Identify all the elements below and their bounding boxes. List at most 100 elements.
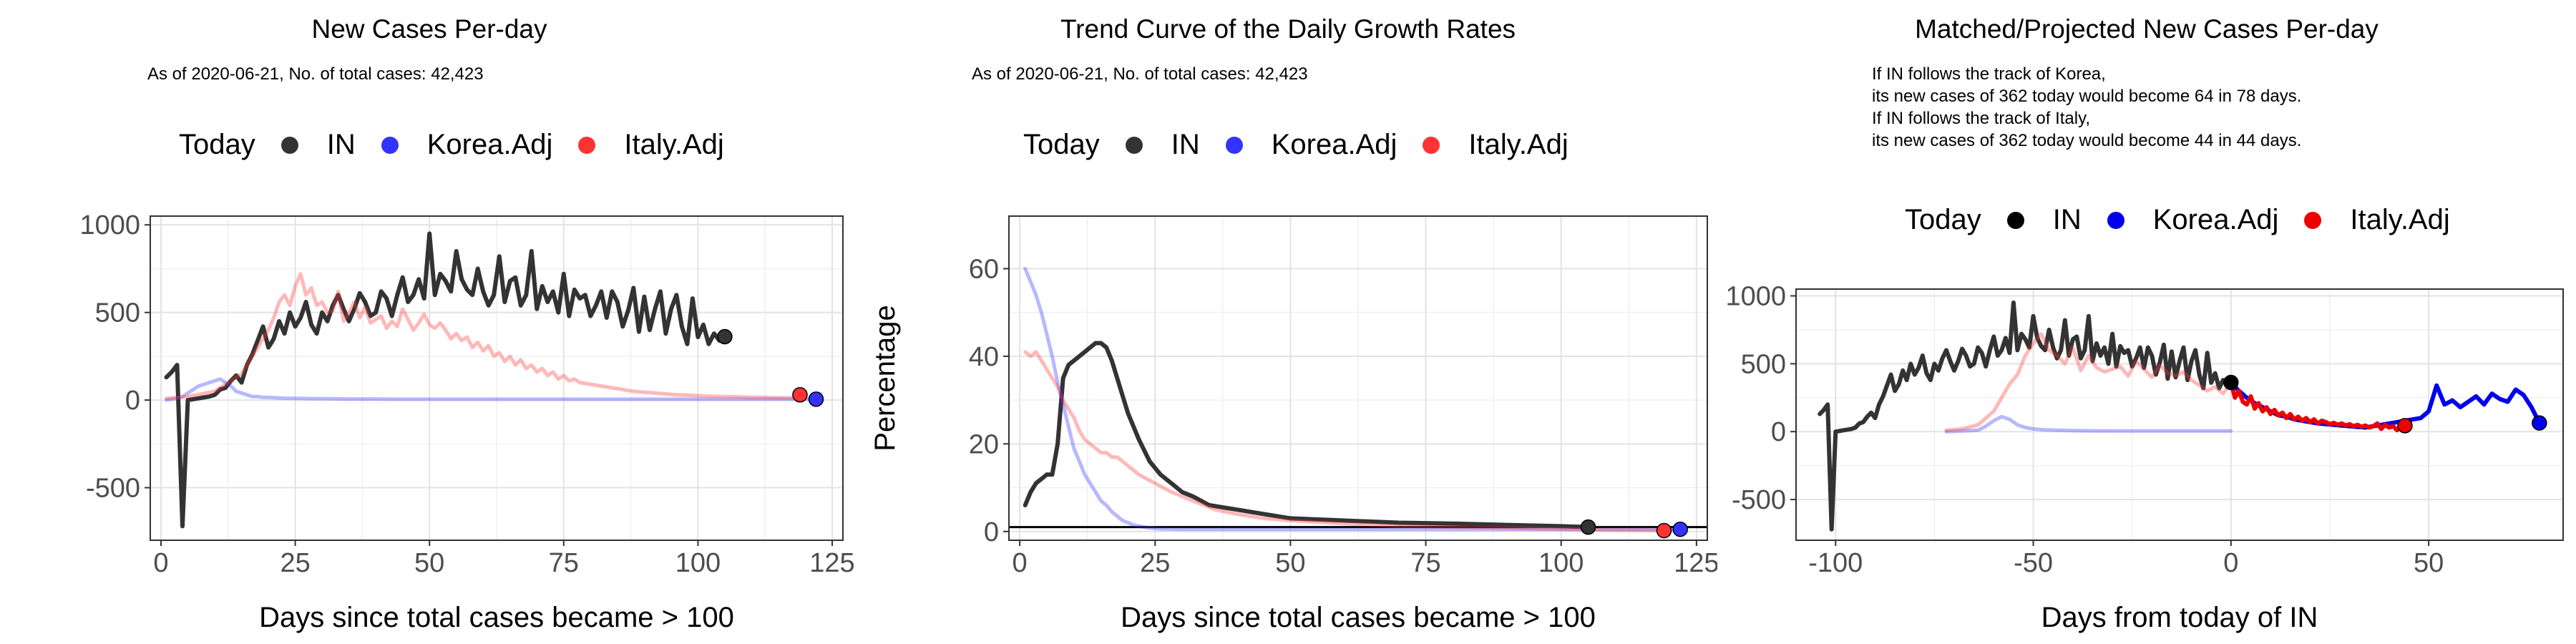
x-tick-label: 125: [1674, 548, 1717, 578]
legend-label: Italy.Adj: [1468, 129, 1568, 160]
y-tick-label: 1000: [79, 210, 140, 240]
chart-subtitle: As of 2020-06-21, No. of total cases: 42…: [147, 64, 484, 84]
legend-dot-icon: [2107, 211, 2124, 229]
legend-dot-icon: [1125, 136, 1143, 154]
series-line-in: [1023, 341, 1591, 530]
legend-label: Italy.Adj: [624, 129, 724, 160]
chart-plot: 0 25 50 75 100 125 -500 0 500 1000 Days since tota…: [79, 210, 854, 633]
legend-item-in: IN: [1125, 129, 1200, 161]
legend-item-italy: Italy.Adj: [1423, 129, 1568, 161]
legend-dot-icon: [1225, 136, 1243, 154]
chart-title: Matched/Projected New Cases Per-day: [1915, 14, 2379, 44]
x-tick-label: 25: [1140, 548, 1170, 578]
plot-border: [150, 215, 844, 541]
legend-item-korea: Korea.Adj: [381, 129, 553, 161]
series-line-italy-adj: [1023, 350, 1666, 532]
chart-legend: Today IN Korea.Adj Italy.Adj: [1905, 204, 2476, 236]
chart-subtitle-line-3: If IN follows the track of Italy,: [1872, 109, 2090, 128]
x-tick-label: 100: [1538, 548, 1584, 578]
x-tick-label: 0: [1013, 548, 1028, 578]
chart-panel-projected: Matched/Projected New Cases Per-day If I…: [1717, 0, 2576, 644]
series-line-in: [1818, 301, 2233, 532]
series-line-italy-adj-projected: [2228, 380, 2407, 433]
series-line-korea-adj: [165, 377, 818, 402]
y-tick-label: 40: [969, 342, 999, 372]
legend-dot-icon: [2006, 211, 2024, 229]
y-tick-label: -500: [86, 474, 140, 504]
x-tick-label: 50: [1275, 548, 1305, 578]
x-tick-label: 0: [2223, 548, 2238, 578]
chart-legend: Today IN Korea.Adj Italy.Adj: [179, 129, 750, 161]
legend-label: IN: [1171, 129, 1200, 160]
x-axis-label: Days since total cases became > 100: [1121, 602, 1596, 633]
x-tick-label: -50: [2014, 548, 2053, 578]
y-tick-label: 0: [125, 386, 140, 416]
y-tick-label: 0: [1771, 417, 1786, 447]
x-tick-label: 75: [549, 548, 579, 578]
chart-subtitle: As of 2020-06-21, No. of total cases: 42…: [972, 64, 1308, 84]
legend-label: Korea.Adj: [426, 129, 553, 160]
legend-item-korea: Korea.Adj: [1225, 129, 1397, 161]
today-point-korea-adj: [1672, 521, 1688, 537]
chart-panel-growth-rates: Trend Curve of the Daily Growth Rates As…: [859, 0, 1717, 644]
legend-title: Today: [1023, 129, 1100, 160]
x-tick-label: 50: [414, 548, 444, 578]
series-line-italy-adj: [165, 272, 802, 401]
today-point-italy-adj: [1656, 522, 1672, 539]
plot-border: [1795, 288, 2564, 541]
x-tick-label: 25: [280, 548, 310, 578]
legend-item-in: IN: [2006, 204, 2082, 236]
legend-dot-icon: [578, 136, 596, 154]
y-axis-label: Percentage: [869, 305, 901, 452]
x-tick-label: 75: [1410, 548, 1440, 578]
today-point-korea-adj: [808, 391, 824, 407]
x-tick-label: -100: [1808, 548, 1863, 578]
chart-title: New Cases Per-day: [311, 14, 547, 44]
series-line-italy-adj: [1944, 332, 2233, 432]
y-tick-label: 20: [969, 429, 999, 459]
legend-label: Italy.Adj: [2350, 204, 2450, 235]
today-point-italy-adj: [2397, 418, 2413, 434]
chart-title: Trend Curve of the Daily Growth Rates: [1060, 14, 1516, 44]
series-line-korea-adj: [1023, 267, 1682, 532]
today-point-in: [717, 328, 733, 345]
x-axis-label: Days from today of IN: [2041, 602, 2318, 633]
y-tick-label: 1000: [1725, 281, 1786, 311]
x-tick-label: 100: [675, 548, 721, 578]
x-tick-label: 125: [809, 548, 854, 578]
plot-border: [1008, 215, 1708, 541]
legend-dot-icon: [280, 136, 298, 154]
legend-label: IN: [326, 129, 356, 160]
series-line-korea-adj: [1944, 414, 2233, 434]
legend-dot-icon: [381, 136, 399, 154]
y-tick-label: 500: [95, 298, 140, 328]
legend-item-korea: Korea.Adj: [2107, 204, 2279, 236]
x-axis-label: Days since total cases became > 100: [259, 602, 734, 633]
legend-label: Korea.Adj: [1271, 129, 1397, 160]
y-tick-label: -500: [1732, 485, 1786, 515]
chart-subtitle-line-2: its new cases of 362 today would become …: [1872, 87, 2302, 106]
y-tick-label: 500: [1741, 349, 1786, 379]
chart-subtitle-line-4: its new cases of 362 today would become …: [1872, 131, 2302, 150]
x-tick-label: 0: [153, 548, 168, 578]
y-tick-label: 0: [984, 517, 999, 547]
legend-dot-icon: [2304, 211, 2322, 229]
legend-item-italy: Italy.Adj: [2304, 204, 2450, 236]
chart-plot: 0 25 50 75 100 125 0 20 40 60 Days since total cas…: [869, 215, 1717, 633]
chart-panel-new-cases: New Cases Per-day As of 2020-06-21, No. …: [0, 0, 859, 644]
series-line-in: [164, 231, 727, 529]
legend-item-italy: Italy.Adj: [578, 129, 724, 161]
legend-dot-icon: [1423, 136, 1440, 154]
legend-item-in: IN: [280, 129, 356, 161]
today-point-in: [2223, 374, 2239, 391]
today-point-in: [1580, 519, 1596, 535]
legend-label: IN: [2052, 204, 2082, 235]
legend-title: Today: [1905, 204, 1981, 235]
chart-legend: Today IN Korea.Adj Italy.Adj: [1023, 129, 1594, 161]
chart-subtitle-line-1: If IN follows the track of Korea,: [1872, 64, 2106, 84]
legend-label: Korea.Adj: [2152, 204, 2279, 235]
x-tick-label: 50: [2414, 548, 2444, 578]
today-point-korea-adj: [2532, 415, 2547, 431]
legend-title: Today: [179, 129, 255, 160]
